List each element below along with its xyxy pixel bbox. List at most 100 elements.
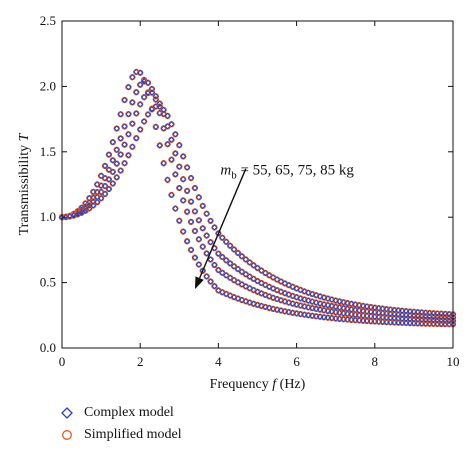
complex-point [246, 285, 253, 292]
complex-point [242, 283, 249, 290]
complex-point [113, 125, 120, 132]
complex-point [258, 290, 265, 297]
complex-point [215, 230, 222, 237]
complex-point [293, 285, 300, 292]
complex-point [258, 267, 265, 274]
complex-point [160, 160, 167, 167]
complex-point [164, 141, 171, 148]
complex-point [227, 260, 234, 267]
legend-item-simplified: Simplified model [60, 424, 182, 446]
complex-point [215, 266, 222, 274]
annotation-arrow [198, 168, 247, 279]
y-axis-label: Transmissibility T [17, 132, 32, 235]
complex-point [266, 272, 273, 279]
complex-point [238, 281, 245, 288]
complex-point [199, 267, 206, 274]
complex-point [219, 269, 226, 276]
legend: Complex model Simplified model [60, 402, 182, 446]
complex-point [254, 277, 261, 285]
complex-point [273, 276, 281, 283]
complex-point [211, 283, 218, 290]
complex-point [125, 131, 132, 138]
complex-point [262, 281, 269, 289]
diamond-marker-icon [61, 407, 73, 419]
complex-point [156, 103, 163, 110]
complex-point [176, 142, 183, 149]
complex-point [156, 142, 163, 149]
complex-point [113, 146, 120, 153]
complex-point [203, 273, 210, 280]
complex-point [238, 268, 245, 275]
complex-point [266, 283, 273, 290]
y-tick-label: 2.0 [40, 78, 56, 93]
complex-point [144, 79, 152, 86]
complex-point [223, 257, 230, 264]
complex-point [101, 162, 109, 169]
complex-point [270, 285, 277, 292]
complex-point [234, 295, 242, 302]
complex-point [113, 160, 120, 167]
complex-point [152, 93, 159, 100]
complex-point [105, 151, 113, 158]
complex-point [219, 289, 226, 296]
complex-point [191, 227, 199, 235]
complex-point [207, 217, 214, 224]
x-tick-label: 2 [137, 354, 144, 369]
complex-point [121, 160, 128, 167]
complex-point [238, 253, 245, 260]
complex-point [160, 110, 167, 118]
legend-item-complex: Complex model [60, 402, 182, 424]
complex-point [109, 139, 116, 146]
complex-point [262, 269, 269, 277]
complex-point [168, 136, 175, 143]
x-tick-label: 10 [447, 354, 460, 369]
plot-frame [61, 20, 454, 349]
complex-point [254, 288, 261, 295]
complex-point [184, 164, 191, 171]
complex-point [125, 152, 132, 159]
y-tick-label: 2.5 [40, 13, 56, 28]
complex-point [223, 290, 230, 298]
complex-point [285, 282, 292, 289]
complex-point [234, 279, 242, 286]
complex-point [258, 279, 265, 287]
complex-point [203, 232, 210, 239]
complex-point [246, 273, 253, 280]
y-tick-label: 1.5 [40, 144, 56, 159]
complex-point [227, 242, 234, 249]
complex-point [156, 100, 163, 107]
complex-point [125, 84, 132, 91]
complex-point [90, 202, 97, 209]
complex-point [223, 238, 230, 245]
complex-point [121, 141, 128, 148]
complex-point [184, 208, 191, 215]
complex-point [121, 96, 128, 104]
complex-point [246, 259, 253, 266]
complex-point [97, 195, 105, 202]
complex-point [219, 253, 226, 261]
complex-point [195, 261, 202, 268]
complex-point [301, 288, 308, 295]
complex-point [168, 191, 175, 199]
complex-point [148, 89, 156, 96]
complex-point [137, 101, 144, 108]
complex-point [141, 78, 148, 85]
x-tick-label: 8 [372, 354, 379, 369]
complex-point [94, 198, 101, 206]
transmissibility-chart: 0 2 4 6 8 10 0.0 0.5 1.0 1.5 2.0 2.5 Frequency f (H… [17, 13, 460, 392]
complex-point [113, 174, 120, 181]
complex-point [219, 234, 226, 241]
complex-point [191, 254, 199, 261]
complex-point [191, 184, 199, 192]
complex-point [199, 225, 206, 232]
complex-point [281, 280, 288, 287]
complex-point [199, 243, 206, 250]
complex-point [234, 249, 242, 257]
complex-point [230, 246, 238, 253]
complex-point [97, 172, 105, 179]
complex-point [176, 163, 183, 170]
complex-point [227, 274, 234, 281]
complex-point [211, 261, 218, 269]
complex-point [297, 286, 304, 294]
complex-point [172, 171, 179, 178]
